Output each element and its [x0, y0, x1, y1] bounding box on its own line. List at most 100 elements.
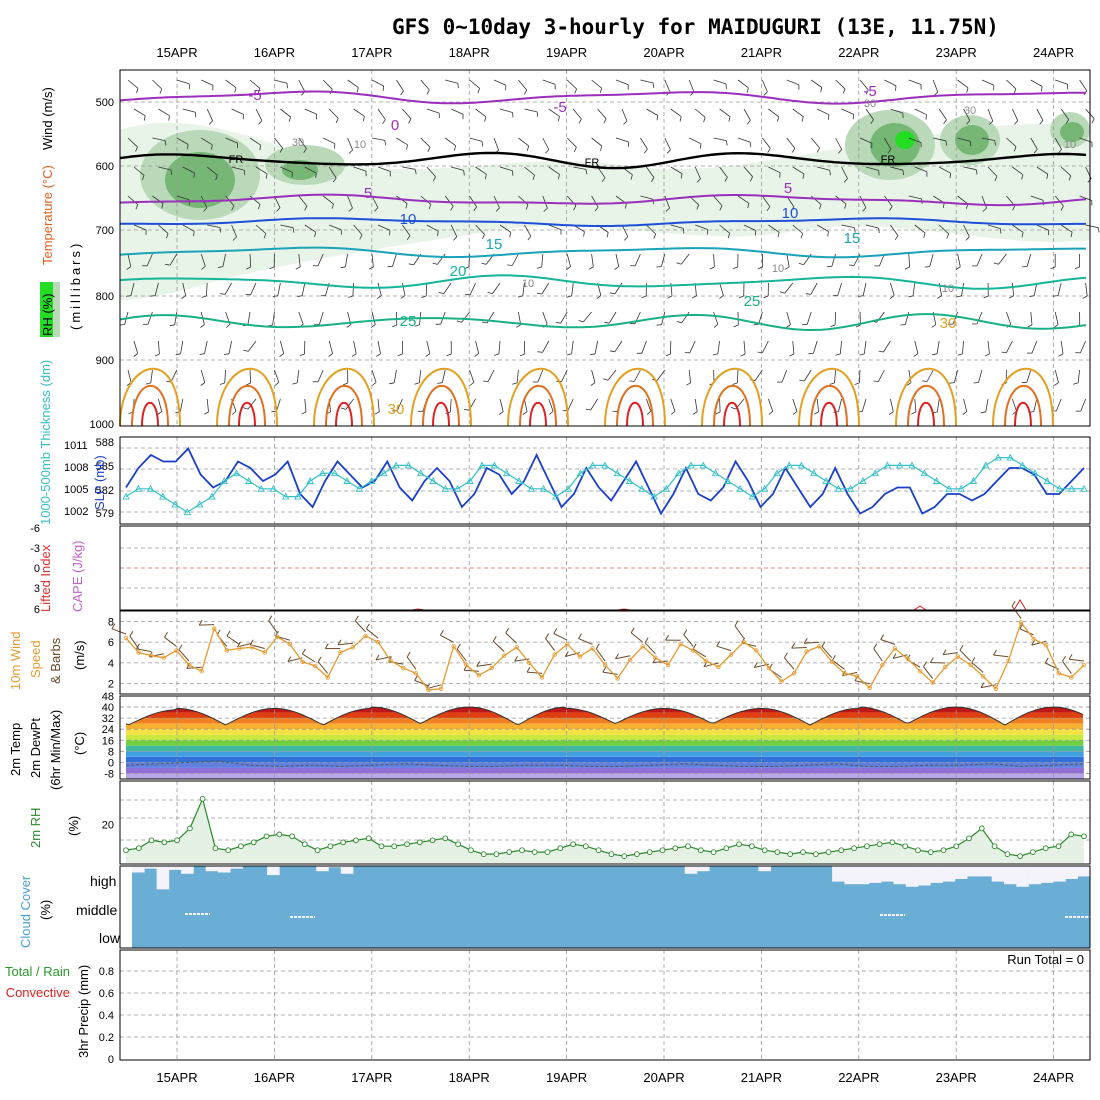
- wind-barb: [572, 108, 582, 120]
- surface-wind-barb-feather: [753, 662, 758, 668]
- wind-barb-feather: [889, 206, 893, 211]
- wind-barb-feather: [656, 266, 662, 268]
- plus40-contour: [335, 402, 353, 427]
- wind-barb: [451, 108, 464, 115]
- wind-barb-feather: [258, 204, 261, 210]
- surface-wind-barb-feather: [644, 637, 649, 644]
- high-cloud-gap: [905, 866, 919, 887]
- wind-barb: [298, 137, 307, 149]
- wind-barb: [420, 137, 431, 148]
- wind-barb: [754, 369, 763, 381]
- surface-wind-barb: [980, 684, 996, 689]
- wind-barb: [345, 398, 354, 410]
- wind-barb: [541, 253, 544, 268]
- thickness-marker: [932, 477, 941, 484]
- upper-panel-frame: [119, 69, 1091, 427]
- thickness-marker: [134, 484, 143, 492]
- wind-barb-feather: [779, 291, 785, 294]
- high-cloud-gap: [856, 866, 870, 885]
- rh-legend-swatch: [40, 282, 53, 337]
- wind-barb: [426, 224, 439, 232]
- wind-barb: [954, 369, 958, 383]
- thickness-tick: 582: [96, 485, 114, 497]
- surface-wind-barb-feather: [1062, 656, 1066, 662]
- wind-speed-marker: [350, 645, 356, 650]
- precip-convective-label: Convective: [6, 985, 70, 1000]
- cape-axis-label: CAPE (J/kg): [70, 540, 85, 612]
- wind-barb-feather: [512, 112, 514, 118]
- rh-marker: [646, 849, 653, 855]
- wind-barb: [743, 224, 756, 231]
- wind10-unit-label: (m/s): [72, 640, 87, 670]
- wind-barb-feather: [709, 266, 715, 270]
- thickness-marker: [1067, 484, 1076, 492]
- surface-wind-barb: [199, 624, 215, 626]
- wind-barb-feather: [600, 145, 603, 151]
- wind-barb: [174, 311, 178, 325]
- wind-speed-marker: [237, 646, 242, 651]
- wind-barb: [792, 340, 795, 355]
- wind-barb-feather: [408, 263, 414, 266]
- thickness-marker: [515, 477, 523, 484]
- high-cloud-gap: [844, 866, 857, 885]
- surface-wind-barb-feather: [375, 654, 380, 661]
- wind-barb: [402, 224, 411, 236]
- wind-barb: [277, 282, 281, 296]
- precip-tick: 0.8: [99, 966, 114, 978]
- wind-barb: [1012, 224, 1024, 233]
- contour-label: FR: [585, 157, 600, 169]
- thickness-marker: [871, 469, 879, 477]
- wind-barb: [998, 253, 1007, 265]
- surface-wind-barb-feather: [595, 643, 600, 650]
- wind-barb-feather: [1082, 295, 1088, 299]
- rh-marker: [1068, 831, 1075, 838]
- wind-barb-feather: [730, 407, 736, 410]
- wind-barb-feather: [257, 88, 261, 94]
- plus40-contour: [917, 402, 935, 427]
- high-cloud-gap: [1016, 866, 1029, 887]
- wind-barb: [561, 369, 568, 382]
- rh-marker: [812, 851, 819, 857]
- surface-wind-barb: [821, 646, 833, 659]
- thickness-marker: [232, 469, 241, 477]
- wind-speed-marker: [375, 639, 381, 645]
- rh-marker: [940, 847, 947, 854]
- wind-barb-feather: [984, 353, 990, 357]
- wind-barb: [768, 166, 781, 174]
- wind-barb: [548, 108, 560, 117]
- wind-barb-feather: [609, 292, 615, 295]
- slp-tick: 1005: [64, 484, 88, 496]
- wind-barb-feather: [1039, 120, 1044, 125]
- wind-barb-feather: [432, 262, 438, 265]
- wind-barb: [961, 282, 964, 296]
- wind-tick: 6: [108, 637, 114, 649]
- contour-label: 25: [400, 313, 417, 330]
- wind-barb: [781, 369, 788, 383]
- thickness-marker: [687, 461, 695, 469]
- surface-wind-barb-feather: [578, 633, 582, 639]
- wind-tick: 2: [108, 679, 114, 691]
- surface-wind-barb-feather: [237, 641, 241, 648]
- wind-barb-feather: [464, 266, 470, 269]
- wind-barb: [537, 369, 544, 383]
- rh-dark-region: [282, 160, 318, 180]
- wind-speed-marker: [880, 662, 885, 668]
- wind-barb-feather: [400, 295, 406, 299]
- wind-barb-feather: [555, 322, 561, 324]
- temperature-band: [126, 734, 1084, 741]
- wind-barb-feather: [973, 382, 979, 384]
- wind-barb-feather: [878, 350, 884, 353]
- wind-barb-feather: [1073, 382, 1079, 385]
- wind-barb-feather: [523, 89, 528, 95]
- wind-speed-marker: [161, 655, 166, 660]
- surface-wind-barb: [526, 671, 543, 674]
- rh-marker: [161, 839, 168, 846]
- rh-marker: [199, 795, 206, 802]
- wind-barb: [985, 398, 989, 412]
- surface-wind-barb-feather: [198, 619, 203, 626]
- wind-barb: [396, 398, 403, 412]
- precip-panel-frame: [119, 949, 1091, 1061]
- wind-barb-feather: [1013, 88, 1017, 94]
- thickness-marker: [638, 484, 646, 492]
- contour-label: FR: [881, 154, 896, 166]
